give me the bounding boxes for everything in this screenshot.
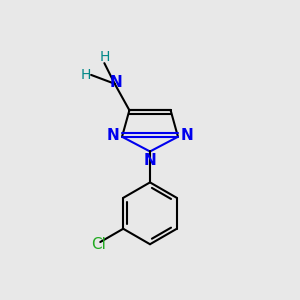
Text: H: H — [99, 50, 110, 64]
Text: N: N — [110, 75, 122, 90]
Text: N: N — [181, 128, 194, 143]
Text: H: H — [81, 68, 91, 82]
Text: N: N — [144, 153, 156, 168]
Text: Cl: Cl — [92, 237, 106, 252]
Text: N: N — [106, 128, 119, 143]
